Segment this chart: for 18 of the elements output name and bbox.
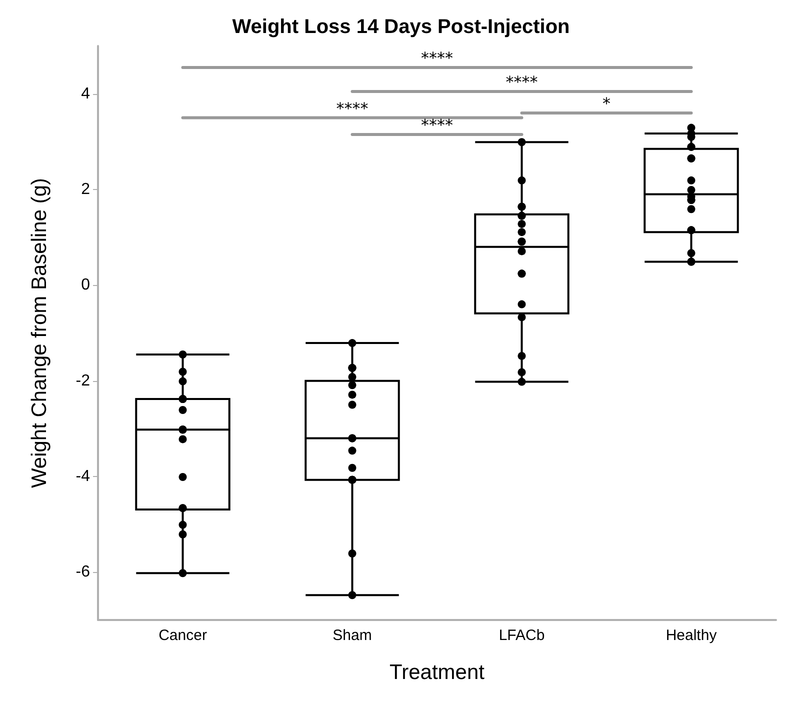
y-tick-label: 4	[81, 85, 90, 102]
x-tick-label: Cancer	[158, 627, 207, 644]
series-label: *	[602, 94, 610, 113]
x-tick-label: LFACb	[498, 627, 545, 644]
y-tick-label: 2	[81, 181, 90, 198]
series-label: ****	[421, 48, 453, 68]
x-tick-label: Sham	[332, 627, 372, 644]
y-tick-label: 0	[81, 276, 90, 294]
x-tick-label: Healthy	[666, 627, 718, 644]
series-label: ****	[421, 115, 453, 134]
y-tick-label: -4	[76, 468, 90, 485]
y-axis-title: Weight Change from Baseline (g)	[28, 178, 51, 488]
y-tick-label: -2	[76, 372, 90, 390]
x-axis-title: Treatment	[390, 661, 485, 684]
series-label: ****	[506, 72, 538, 92]
y-tick-label: -6	[76, 564, 90, 581]
chart-title: Weight Loss 14 Days Post-Injection	[232, 16, 570, 38]
series-label: ****	[336, 98, 368, 118]
